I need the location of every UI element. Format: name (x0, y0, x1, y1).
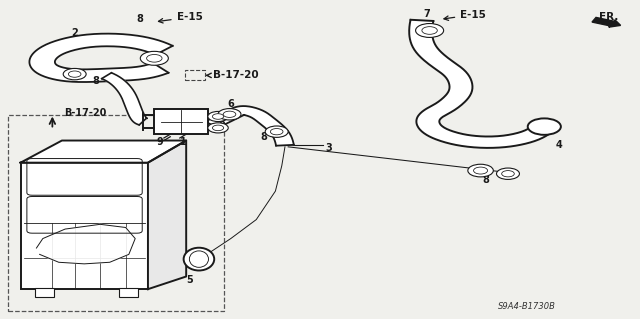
Text: E-15: E-15 (159, 12, 202, 23)
Text: 8: 8 (483, 175, 489, 185)
Text: B-17-20: B-17-20 (207, 70, 259, 80)
Text: 4: 4 (556, 140, 563, 150)
Polygon shape (29, 33, 173, 82)
Circle shape (212, 125, 223, 131)
FancyBboxPatch shape (20, 163, 148, 289)
Circle shape (208, 123, 228, 133)
Circle shape (270, 129, 283, 135)
Text: FR.: FR. (599, 11, 618, 22)
Bar (185, 70, 205, 80)
Bar (119, 287, 138, 297)
Circle shape (147, 55, 162, 62)
Text: 5: 5 (186, 275, 193, 285)
Circle shape (212, 114, 223, 119)
Circle shape (208, 111, 228, 122)
Circle shape (265, 126, 288, 137)
Text: 8: 8 (219, 118, 226, 128)
Polygon shape (36, 224, 135, 264)
Bar (8, 115, 225, 311)
Circle shape (415, 24, 444, 37)
Circle shape (502, 171, 515, 177)
Polygon shape (409, 20, 553, 148)
Circle shape (474, 167, 488, 174)
Text: 8: 8 (92, 76, 99, 86)
Circle shape (468, 164, 493, 177)
FancyArrow shape (592, 18, 621, 27)
Polygon shape (20, 141, 186, 163)
Circle shape (528, 118, 561, 135)
Circle shape (140, 51, 168, 65)
Bar (35, 287, 54, 297)
Text: 3: 3 (325, 143, 332, 153)
Text: 2: 2 (71, 28, 78, 38)
Circle shape (218, 108, 241, 120)
Text: 6: 6 (227, 99, 234, 109)
Circle shape (497, 168, 520, 179)
Polygon shape (205, 106, 294, 146)
Circle shape (63, 69, 86, 80)
Text: B-17-20: B-17-20 (64, 108, 106, 118)
Polygon shape (102, 73, 147, 125)
Text: 9: 9 (156, 137, 163, 147)
Text: 8: 8 (137, 14, 144, 25)
Text: 8: 8 (261, 132, 268, 142)
Text: 1: 1 (180, 137, 186, 147)
Text: E-15: E-15 (444, 10, 486, 20)
Text: 7: 7 (424, 9, 431, 19)
Circle shape (68, 71, 81, 77)
Bar (154, 109, 209, 134)
Polygon shape (148, 141, 186, 289)
Ellipse shape (184, 248, 214, 271)
Text: S9A4-B1730B: S9A4-B1730B (498, 302, 556, 311)
Circle shape (422, 27, 437, 34)
Circle shape (223, 111, 236, 117)
